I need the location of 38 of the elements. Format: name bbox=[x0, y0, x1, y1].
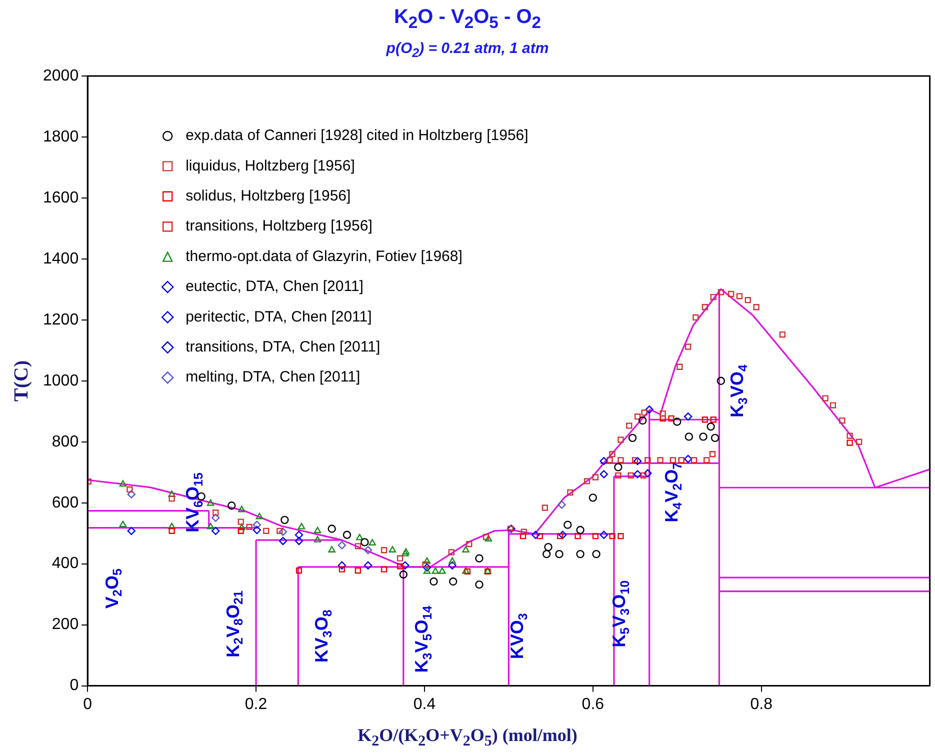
annotation: K4V2O7 bbox=[662, 462, 684, 522]
y-tick-label: 1200 bbox=[43, 311, 79, 328]
y-tick-label: 800 bbox=[52, 433, 79, 450]
chart-subtitle: p(O$_{2}$) = 0.21 atm, 1 atm bbox=[385, 40, 550, 60]
y-tick-label: 400 bbox=[52, 555, 79, 572]
annotation: V2O5 bbox=[102, 568, 125, 609]
x-tick-label: 0.2 bbox=[244, 696, 268, 713]
annotation: KV3O8 bbox=[312, 610, 334, 663]
legend-label: transitions, DTA, Chen [2011] bbox=[186, 338, 380, 356]
x-tick-label: 0.6 bbox=[582, 696, 604, 713]
y-tick-label: 1000 bbox=[43, 372, 79, 390]
text: K$_{2}$O/(K$_{2}$O+V$_{2}$O$_{5}$) (mol/mol) bbox=[358, 725, 578, 750]
y-tick-label: 1600 bbox=[43, 189, 79, 206]
y-tick-label: 1800 bbox=[43, 128, 79, 146]
y-tick-label: 2000 bbox=[43, 67, 79, 84]
legend-label: exp.data of Canneri [1928] cited in Holtzberg [1956] bbox=[186, 127, 528, 144]
y-tick-label: 1400 bbox=[43, 250, 79, 268]
y-axis-title: T(C) bbox=[10, 360, 34, 402]
legend-label: liquidus, Holtzberg [1956] bbox=[186, 157, 355, 174]
legend-label: transitions, Holtzberg [1956] bbox=[186, 218, 372, 235]
chart-title: K$_{2}$O - V$_{2}$O$_{5}$ - O$_{2}$ bbox=[392, 6, 542, 33]
legend-label: peritectic, DTA, Chen [2011] bbox=[186, 308, 372, 326]
legend-label: solidus, Holtzberg [1956] bbox=[186, 188, 351, 205]
annotation: K5V3O10 bbox=[609, 580, 632, 648]
annotation: K2V8O21 bbox=[222, 590, 246, 658]
y-tick-label: 0 bbox=[70, 677, 79, 694]
annotation: KV6O15 bbox=[182, 472, 206, 532]
annotation: KVO3 bbox=[507, 613, 530, 660]
annotation: K3V5O14 bbox=[411, 606, 434, 673]
annotation: K3VO4 bbox=[727, 364, 750, 418]
legend-label: melting, DTA, Chen [2011] bbox=[186, 368, 360, 386]
y-tick-label: 200 bbox=[52, 616, 79, 634]
y-tick-label: 600 bbox=[52, 494, 79, 512]
x-tick-label: 0.4 bbox=[413, 696, 436, 713]
legend-label: thermo-opt.data of Glazyrin, Fotiev [1968] bbox=[186, 248, 462, 265]
x-tick-label: 0.8 bbox=[750, 696, 773, 713]
legend-label: eutectic, DTA, Chen [2011] bbox=[186, 278, 364, 296]
x-tick-label: 0 bbox=[83, 696, 92, 713]
